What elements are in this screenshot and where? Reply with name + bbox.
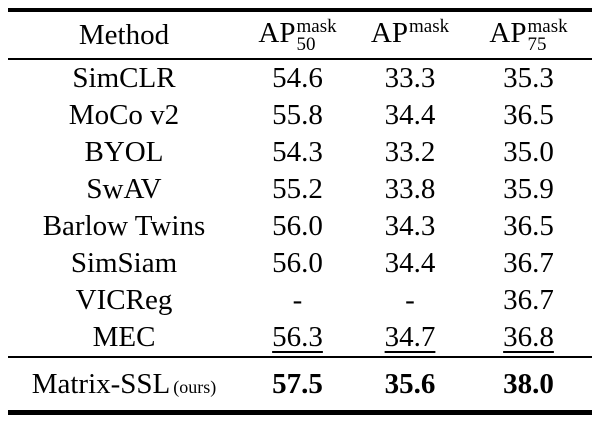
ap-superscript: mask: [296, 16, 337, 38]
table-row: SwAV 55.2 33.8 35.9: [8, 171, 592, 208]
method-cell: Barlow Twins: [42, 210, 206, 242]
value-cell-ap-mask: 34.3: [384, 210, 436, 242]
table-rule-bottom: [8, 410, 592, 415]
ap-base: AP: [370, 16, 408, 49]
table-row: SimSiam 56.0 34.4 36.7: [8, 245, 592, 282]
ap-base: AP: [489, 16, 527, 49]
method-cell: SimSiam: [70, 247, 178, 279]
table-row: BYOL 54.3 33.2 35.0: [8, 134, 592, 171]
value-cell-ap75-mask: 36.5: [503, 210, 554, 242]
value-cell-ap-mask: 33.3: [384, 62, 436, 94]
value-cell-ap-mask: 34.7: [384, 321, 436, 353]
method-cell: MoCo v2: [68, 99, 180, 131]
value-cell-ap50-mask: 54.6: [272, 62, 323, 94]
method-cell: BYOL: [84, 136, 164, 168]
ap-scripts: mask 75: [527, 16, 568, 56]
value-cell-ap50-mask: 56.0: [272, 247, 323, 279]
value-cell-ap-mask: 33.2: [384, 136, 436, 168]
table-row: Barlow Twins 56.0 34.3 36.5: [8, 208, 592, 245]
column-header-ap50-mask: AP mask 50: [240, 16, 355, 56]
table-row: MoCo v2 55.8 34.4 36.5: [8, 97, 592, 134]
ours-suffix: (ours): [173, 376, 217, 397]
value-cell-ap50-mask: 55.2: [272, 173, 323, 205]
table-rule-header-bottom: [8, 58, 592, 60]
value-cell-ap50-mask: 55.8: [272, 99, 323, 131]
value-cell-ap50-mask: 57.5: [272, 367, 323, 400]
value-cell-ap-mask: -: [405, 284, 415, 316]
ap-scripts: mask 50: [296, 16, 337, 56]
table-rule-top: [8, 8, 592, 12]
value-cell-ap75-mask: 35.0: [503, 136, 554, 168]
ap-base: AP: [258, 16, 296, 49]
method-cell: SwAV: [86, 173, 162, 205]
ap-superscript: mask: [527, 16, 568, 38]
value-cell-ap50-mask: 54.3: [272, 136, 323, 168]
table-row: VICReg - - 36.7: [8, 282, 592, 319]
header-row: Method AP mask 50 AP mask AP mask 75: [8, 12, 592, 58]
table-row-highlight-ours: Matrix-SSL (ours) 57.5 35.6 38.0: [8, 358, 592, 410]
table-row-mec-runner-up: MEC 56.3 34.7 36.8: [8, 319, 592, 356]
value-cell-ap50-mask: -: [292, 284, 303, 316]
value-cell-ap-mask: 34.4: [384, 99, 436, 131]
value-cell-ap75-mask: 36.7: [503, 247, 554, 279]
method-cell: VICReg: [75, 284, 173, 316]
column-header-method: Method: [78, 18, 170, 51]
ap-superscript: mask: [408, 16, 450, 38]
method-cell: SimCLR: [72, 62, 176, 94]
value-cell-ap50-mask: 56.0: [272, 210, 323, 242]
value-cell-ap75-mask: 36.8: [503, 321, 554, 353]
value-cell-ap75-mask: 35.9: [503, 173, 554, 205]
column-header-ap-mask: AP mask: [355, 17, 465, 53]
ap-subscript: 75: [527, 34, 547, 56]
table-rule-pre-highlight: [8, 356, 592, 358]
value-cell-ap-mask: 33.8: [384, 173, 436, 205]
method-name: Matrix-SSL: [31, 367, 171, 400]
method-cell: MEC: [92, 321, 156, 353]
value-cell-ap75-mask: 38.0: [503, 367, 554, 400]
value-cell-ap75-mask: 35.3: [503, 62, 554, 94]
value-cell-ap-mask: 35.6: [384, 367, 436, 400]
method-cell: Matrix-SSL (ours): [8, 368, 240, 401]
value-cell-ap75-mask: 36.5: [503, 99, 554, 131]
value-cell-ap75-mask: 36.7: [503, 284, 554, 316]
table-row: SimCLR 54.6 33.3 35.3: [8, 60, 592, 97]
value-cell-ap50-mask: 56.3: [272, 321, 323, 353]
value-cell-ap-mask: 34.4: [384, 247, 436, 279]
column-header-ap75-mask: AP mask 75: [465, 16, 592, 56]
ap-scripts: mask: [409, 17, 449, 53]
ap-subscript: 50: [296, 34, 316, 56]
results-table: Method AP mask 50 AP mask AP mask 75 SimCLR 5…: [8, 8, 592, 415]
